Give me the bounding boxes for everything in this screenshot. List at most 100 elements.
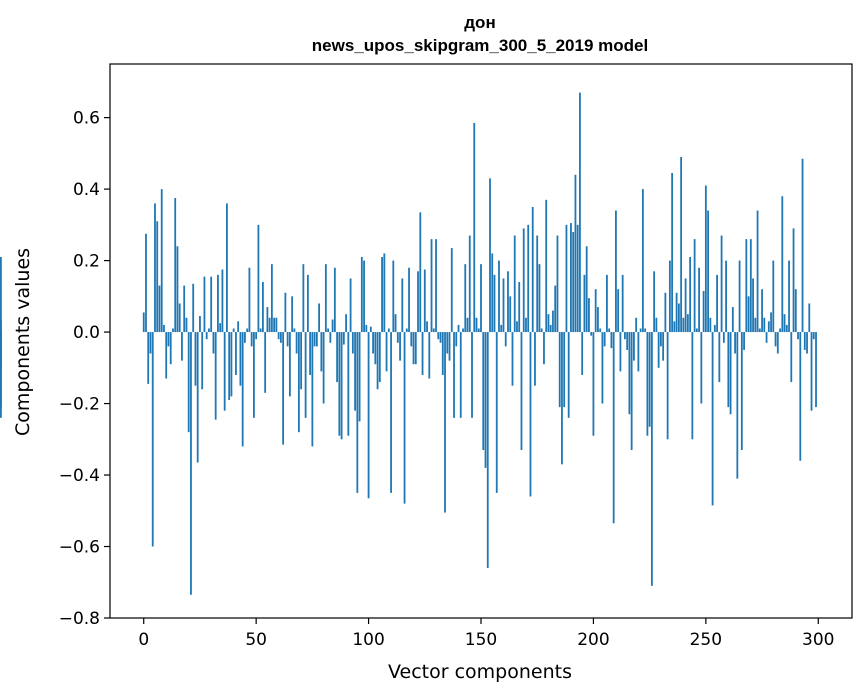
bar: [574, 174, 577, 333]
bar: [558, 332, 561, 408]
bar: [473, 122, 476, 333]
bar: [145, 233, 147, 333]
bar: [435, 239, 437, 333]
bar: [192, 283, 195, 333]
bar: [392, 260, 395, 333]
bar: [0, 332, 2, 336]
bar: [306, 274, 309, 333]
bar: [223, 332, 226, 411]
bar-series: [0, 92, 817, 595]
bar: [493, 274, 496, 333]
y-tick-label: 0.2: [73, 252, 100, 272]
bar: [792, 228, 795, 333]
bar: [475, 317, 478, 333]
bar: [682, 317, 685, 333]
bar: [803, 332, 806, 350]
bar: [477, 328, 480, 333]
x-tick-label: 100: [352, 630, 384, 650]
bar: [639, 328, 642, 333]
bar: [468, 235, 471, 333]
bar: [190, 332, 192, 595]
bar: [695, 328, 698, 333]
bar: [565, 224, 568, 333]
bar: [749, 239, 752, 333]
bar: [747, 296, 750, 333]
bar: [318, 303, 321, 333]
bar: [457, 324, 460, 333]
bar: [0, 257, 2, 333]
bar: [167, 332, 170, 347]
bar: [322, 332, 325, 404]
bar: [781, 196, 784, 333]
bar: [185, 317, 188, 333]
bar: [462, 328, 464, 333]
bar: [711, 332, 714, 506]
bar: [516, 321, 518, 333]
bar: [480, 264, 482, 333]
bar: [729, 332, 732, 415]
bar: [718, 332, 721, 383]
bar: [455, 332, 458, 347]
bar: [725, 260, 727, 333]
bar: [648, 332, 651, 427]
bar: [758, 328, 761, 333]
bar: [767, 321, 770, 333]
bar: [0, 332, 2, 368]
bar: [644, 328, 647, 333]
bar: [790, 332, 793, 383]
bar: [270, 264, 273, 333]
bar: [279, 332, 282, 343]
bar: [579, 92, 581, 333]
bar: [599, 328, 602, 333]
bar: [698, 267, 700, 333]
bar: [471, 332, 473, 418]
bar: [770, 312, 772, 333]
bar: [549, 324, 552, 333]
bar: [412, 332, 415, 365]
bar: [482, 332, 485, 451]
bar: [509, 296, 512, 333]
bar: [414, 332, 417, 365]
bar: [441, 332, 444, 375]
bar: [205, 332, 208, 340]
x-tick-label: 200: [577, 630, 609, 650]
bar: [498, 260, 500, 333]
bar: [801, 158, 804, 333]
x-tick-label: 300: [802, 630, 834, 650]
bar: [693, 239, 696, 333]
bar: [702, 290, 705, 333]
bar: [743, 332, 745, 350]
bar: [385, 332, 388, 372]
bar: [453, 332, 455, 418]
bar: [262, 282, 264, 333]
bar: [615, 210, 617, 333]
bar: [641, 189, 644, 333]
bar: [351, 332, 354, 354]
bar: [459, 332, 462, 418]
bar: [754, 317, 757, 333]
bar: [489, 178, 491, 333]
bar: [738, 260, 741, 333]
bar: [295, 332, 298, 354]
bar: [297, 332, 300, 433]
bar: [540, 328, 543, 333]
bar: [691, 332, 694, 440]
bar: [165, 332, 168, 379]
bar: [160, 189, 163, 333]
bar: [430, 239, 433, 333]
bar: [491, 253, 494, 333]
bar: [187, 332, 190, 433]
bar: [410, 332, 413, 347]
bar: [779, 328, 781, 333]
bar: [727, 332, 730, 408]
bar: [147, 332, 150, 384]
bar: [653, 271, 656, 333]
bar: [810, 332, 813, 411]
x-tick-label: 0: [138, 630, 149, 650]
bar: [720, 235, 723, 333]
bar: [275, 317, 278, 333]
bar: [151, 332, 154, 547]
bar: [158, 285, 161, 333]
bar: [360, 257, 363, 333]
